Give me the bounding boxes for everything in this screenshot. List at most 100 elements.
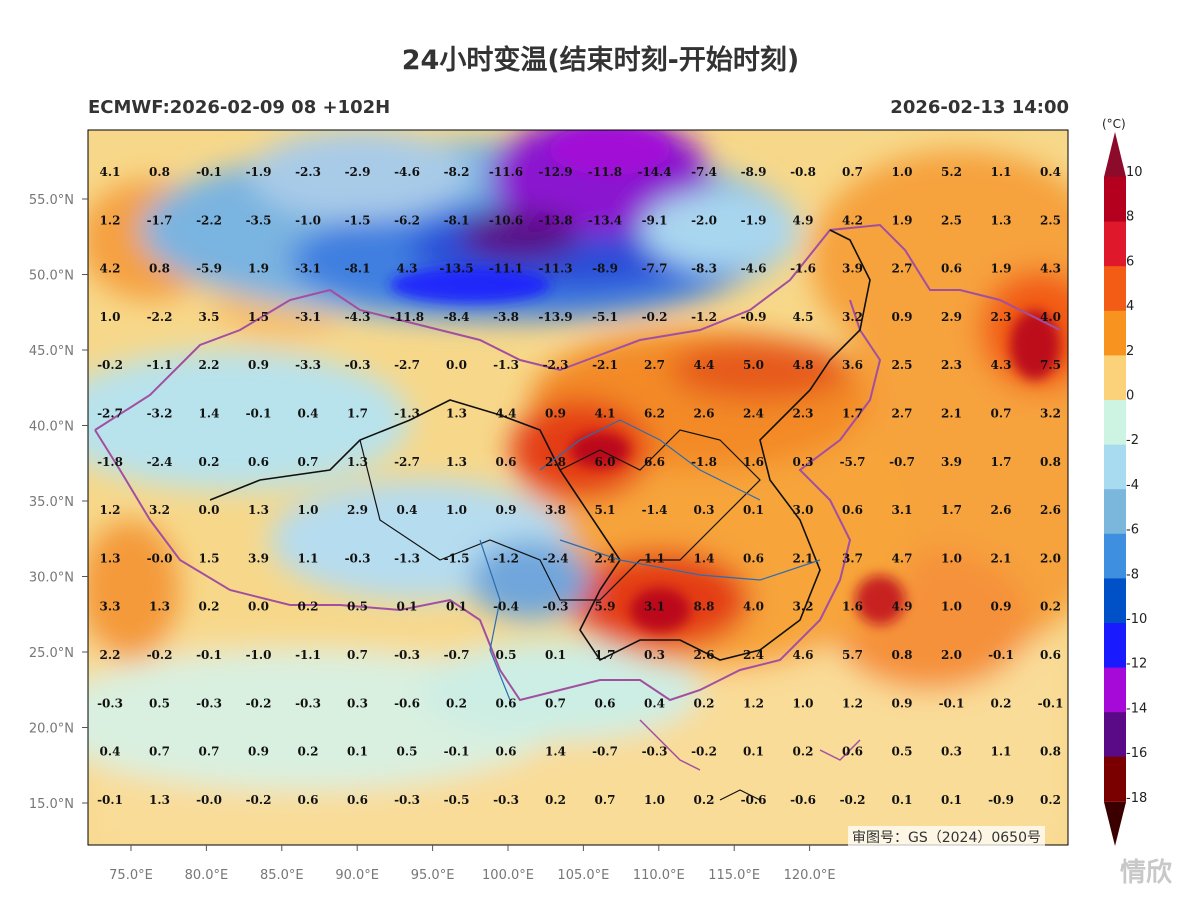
grid-value: 0.5 (496, 648, 517, 662)
grid-value: -13.8 (538, 213, 572, 227)
grid-value: 2.1 (793, 551, 814, 565)
grid-value: 0.6 (496, 696, 517, 710)
grid-value: 1.3 (248, 503, 269, 517)
grid-value: -8.3 (691, 262, 717, 276)
grid-value: 4.6 (793, 648, 814, 662)
grid-value: 1.2 (100, 213, 121, 227)
grid-value: -6.2 (394, 213, 420, 227)
grid-value: -0.3 (345, 358, 371, 372)
grid-value: -5.7 (840, 455, 866, 469)
lon-label: 95.0°E (411, 868, 455, 883)
grid-value: -8.4 (444, 310, 470, 324)
colorbar-label: -18 (1126, 791, 1147, 806)
chart-title: 24小时变温(结束时刻-开始时刻) (401, 45, 800, 76)
temperature-field: 4.1 0.8 -0.1 -1.9 -2.3 -2.9 -4.6 -8.2 -11.6 -12.9… (88, 130, 1068, 845)
colorbar-band (1104, 712, 1126, 758)
grid-value: 0.6 (842, 503, 863, 517)
grid-value: -0.7 (889, 455, 915, 469)
lon-label: 105.0°E (557, 868, 609, 883)
value-grid: 4.1 0.8 -0.1 -1.9 -2.3 -2.9 -4.6 -8.2 -11.6 -12.9… (97, 165, 1063, 807)
grid-value: 4.2 (100, 262, 121, 276)
grid-value: -0.7 (444, 648, 470, 662)
grid-value: 2.8 (545, 455, 566, 469)
grid-value: 0.2 (694, 793, 715, 807)
grid-value: 0.9 (892, 310, 913, 324)
grid-value: 1.9 (248, 262, 269, 276)
grid-value: 0.3 (347, 696, 368, 710)
grid-value: 4.1 (100, 165, 121, 179)
model-run-label: ECMWF:2026-02-09 08 +102H (88, 97, 391, 118)
grid-value: 5.2 (941, 165, 962, 179)
grid-value: 0.5 (892, 745, 913, 759)
grid-value: 1.3 (446, 407, 467, 421)
colorbar-label: -10 (1126, 612, 1147, 627)
grid-value: -0.1 (246, 407, 272, 421)
grid-value: -8.9 (592, 262, 618, 276)
colorbar-band (1104, 400, 1126, 446)
grid-value: -11.6 (489, 165, 523, 179)
grid-value: -13.5 (439, 262, 473, 276)
grid-value: -0.5 (444, 793, 470, 807)
grid-value: -0.3 (97, 696, 123, 710)
grid-value: 0.8 (149, 165, 170, 179)
grid-value: -0.6 (741, 793, 767, 807)
grid-value: 3.2 (149, 503, 170, 517)
colorbar-label: 0 (1126, 389, 1134, 404)
grid-value: 0.0 (248, 600, 269, 614)
grid-value: 0.0 (199, 503, 220, 517)
grid-value: 3.5 (199, 310, 220, 324)
grid-value: -0.9 (741, 310, 767, 324)
grid-value: -1.8 (691, 455, 717, 469)
grid-value: 6.6 (644, 455, 665, 469)
lon-label: 100.0°E (482, 868, 534, 883)
grid-value: 0.4 (298, 407, 319, 421)
grid-value: -2.1 (592, 358, 618, 372)
grid-value: -2.7 (394, 358, 420, 372)
grid-value: 0.7 (545, 696, 566, 710)
grid-value: -2.7 (97, 407, 123, 421)
grid-value: 0.4 (644, 696, 665, 710)
grid-value: 0.2 (199, 455, 220, 469)
grid-value: -3.5 (246, 213, 272, 227)
grid-value: 0.1 (446, 600, 467, 614)
grid-value: 0.7 (149, 745, 170, 759)
grid-value: -7.7 (642, 262, 668, 276)
grid-value: 0.6 (248, 455, 269, 469)
grid-value: 0.6 (347, 793, 368, 807)
grid-value: 1.9 (892, 213, 913, 227)
grid-value: 2.4 (595, 551, 616, 565)
grid-value: -3.1 (295, 310, 321, 324)
grid-value: 4.7 (892, 551, 913, 565)
grid-value: -12.9 (538, 165, 572, 179)
colorbar-bottom-arrow (1104, 802, 1126, 846)
colorbar-label: 4 (1126, 299, 1134, 314)
grid-value: 2.5 (941, 213, 962, 227)
grid-value: -13.9 (538, 310, 572, 324)
grid-value: 4.4 (694, 358, 715, 372)
grid-value: -5.1 (592, 310, 618, 324)
grid-value: 1.0 (446, 503, 467, 517)
grid-value: 2.0 (941, 648, 962, 662)
grid-value: 3.9 (248, 551, 269, 565)
grid-value: 8.8 (694, 600, 715, 614)
grid-value: 0.2 (793, 745, 814, 759)
grid-value: 0.1 (545, 648, 566, 662)
grid-value: -0.0 (196, 793, 222, 807)
grid-value: -1.0 (246, 648, 272, 662)
grid-value: -1.8 (97, 455, 123, 469)
grid-value: 3.1 (892, 503, 913, 517)
lat-label: 15.0°N (29, 797, 74, 812)
grid-value: 2.6 (1040, 503, 1061, 517)
grid-value: 3.2 (842, 310, 863, 324)
grid-value: 0.3 (941, 745, 962, 759)
grid-value: 6.2 (644, 407, 665, 421)
grid-value: 4.8 (793, 358, 814, 372)
grid-value: -0.3 (394, 793, 420, 807)
boundary-lines (94, 223, 1061, 801)
grid-value: 1.3 (991, 213, 1012, 227)
colorbar-band (1104, 444, 1126, 490)
watermark: 情欣 (1120, 858, 1173, 888)
grid-value: 3.2 (1040, 407, 1061, 421)
grid-value: 0.7 (991, 407, 1012, 421)
colorbar-label: -2 (1126, 433, 1139, 448)
